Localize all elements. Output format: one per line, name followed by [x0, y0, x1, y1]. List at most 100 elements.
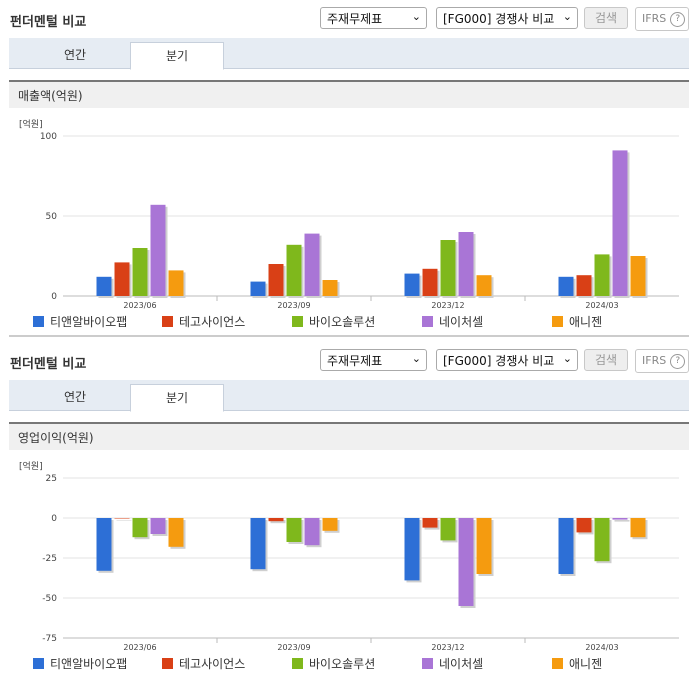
legend-swatch [33, 658, 44, 669]
bar [168, 518, 184, 547]
bar [114, 262, 130, 296]
y-tick-label: -50 [42, 594, 57, 604]
revenue-chart: 0 50 100 2023/06 2023/09 2023/12 2024/03 [40, 132, 679, 310]
tab-quarterly[interactable]: 분기 [130, 384, 224, 412]
bar [422, 268, 438, 296]
bar [286, 244, 302, 296]
x-tick-label: 2023/12 [431, 643, 464, 652]
bar [594, 254, 610, 296]
bar [576, 275, 592, 296]
panel-revenue: 펀더멘털 비교 주재무제표 ⌄ [FG000] 경쟁사 비교 ⌄ 검색 IFRS… [0, 0, 696, 340]
bar-shadow [614, 520, 630, 522]
bar [322, 518, 338, 531]
bar [132, 518, 148, 538]
bar [304, 518, 320, 546]
bar [304, 233, 320, 296]
panel-operating-income: 펀더멘털 비교 주재무제표 ⌄ [FG000] 경쟁사 비교 ⌄ 검색 IFRS… [0, 342, 696, 684]
peer-group-select[interactable]: [FG000] 경쟁사 비교 ⌄ [436, 349, 578, 371]
tab-quarterly[interactable]: 분기 [130, 42, 224, 70]
bar [612, 150, 628, 296]
panel-header: 펀더멘털 비교 주재무제표 ⌄ [FG000] 경쟁사 비교 ⌄ 검색 IFRS… [0, 342, 696, 376]
search-button[interactable]: 검색 [584, 349, 628, 371]
bar [250, 518, 266, 570]
peer-group-value: [FG000] 경쟁사 비교 [443, 354, 555, 368]
y-tick-label: 0 [51, 292, 57, 302]
bar [558, 518, 574, 574]
bar [268, 264, 284, 296]
bar [286, 518, 302, 542]
bar [404, 518, 420, 581]
ifrs-button[interactable]: IFRS? [635, 7, 689, 31]
bar [250, 281, 266, 296]
bar [132, 248, 148, 296]
bar [476, 275, 492, 296]
bar [422, 518, 438, 528]
legend-swatch [552, 316, 563, 327]
unit-label: [억원] [19, 120, 43, 130]
bar [268, 518, 284, 522]
x-tick-label: 2023/12 [431, 301, 464, 310]
bar [150, 204, 166, 296]
bar-shadow [270, 520, 286, 524]
legend-swatch [552, 658, 563, 669]
legend: 티앤알바이오팹 테고사이언스 바이오솔루션 네이처셀 애니젠 [0, 313, 696, 329]
tab-annual[interactable]: 연간 [63, 48, 87, 62]
period-tabs: 연간 분기 [9, 38, 689, 70]
bar [168, 270, 184, 296]
metric-header: 영업이익(억원) [9, 422, 689, 450]
bar [440, 518, 456, 541]
divider [9, 335, 689, 337]
statement-type-select[interactable]: 주재무제표 ⌄ [320, 7, 427, 29]
legend-item: 네이처셀 [422, 655, 483, 672]
y-tick-label: 100 [40, 132, 57, 142]
bar [458, 232, 474, 296]
peer-group-value: [FG000] 경쟁사 비교 [443, 12, 555, 26]
section-title: 펀더멘털 비교 [10, 15, 87, 30]
bar [476, 518, 492, 574]
legend-item: 바이오솔루션 [292, 655, 375, 672]
x-tick-label: 2024/03 [585, 643, 618, 652]
bar-shadow [116, 520, 132, 521]
x-tick-label: 2023/09 [277, 301, 310, 310]
bar [576, 518, 592, 533]
x-tick-label: 2023/06 [123, 643, 156, 652]
legend-item: 애니젠 [552, 313, 602, 330]
legend-swatch [292, 316, 303, 327]
legend-swatch [422, 316, 433, 327]
bar [458, 518, 474, 606]
y-tick-label: 25 [46, 474, 57, 484]
bar [404, 273, 420, 296]
search-button[interactable]: 검색 [584, 7, 628, 29]
peer-group-select[interactable]: [FG000] 경쟁사 비교 ⌄ [436, 7, 578, 29]
bar [322, 280, 338, 296]
legend-item: 애니젠 [552, 655, 602, 672]
y-tick-label: -25 [42, 554, 57, 564]
operating-income-chart: 25 0 -25 -50 -75 2023/06 2023/09 2023/12 2024/03 [42, 474, 679, 652]
y-tick-label: 0 [51, 514, 57, 524]
bar [612, 518, 628, 520]
chevron-down-icon: ⌄ [562, 10, 572, 23]
help-icon: ? [670, 353, 686, 369]
statement-type-select[interactable]: 주재무제표 ⌄ [320, 349, 427, 371]
legend-item: 테고사이언스 [162, 655, 245, 672]
statement-type-value: 주재무제표 [327, 12, 383, 26]
legend-item: 티앤알바이오팹 [33, 313, 127, 330]
bar [630, 256, 646, 296]
x-tick-label: 2023/06 [123, 301, 156, 310]
ifrs-label: IFRS [642, 354, 667, 367]
bar [440, 240, 456, 296]
ifrs-button[interactable]: IFRS? [635, 349, 689, 373]
help-icon: ? [670, 11, 686, 27]
y-tick-label: -75 [42, 634, 57, 644]
bar [594, 518, 610, 562]
bar [150, 518, 166, 534]
bar [114, 518, 130, 519]
tab-annual[interactable]: 연간 [63, 390, 87, 404]
legend-swatch [292, 658, 303, 669]
bar [558, 276, 574, 296]
legend-swatch [162, 658, 173, 669]
period-tabs: 연간 분기 [9, 380, 689, 412]
panel-header: 펀더멘털 비교 주재무제표 ⌄ [FG000] 경쟁사 비교 ⌄ 검색 IFRS… [0, 0, 696, 34]
y-tick-label: 50 [46, 212, 58, 222]
bar [96, 276, 112, 296]
